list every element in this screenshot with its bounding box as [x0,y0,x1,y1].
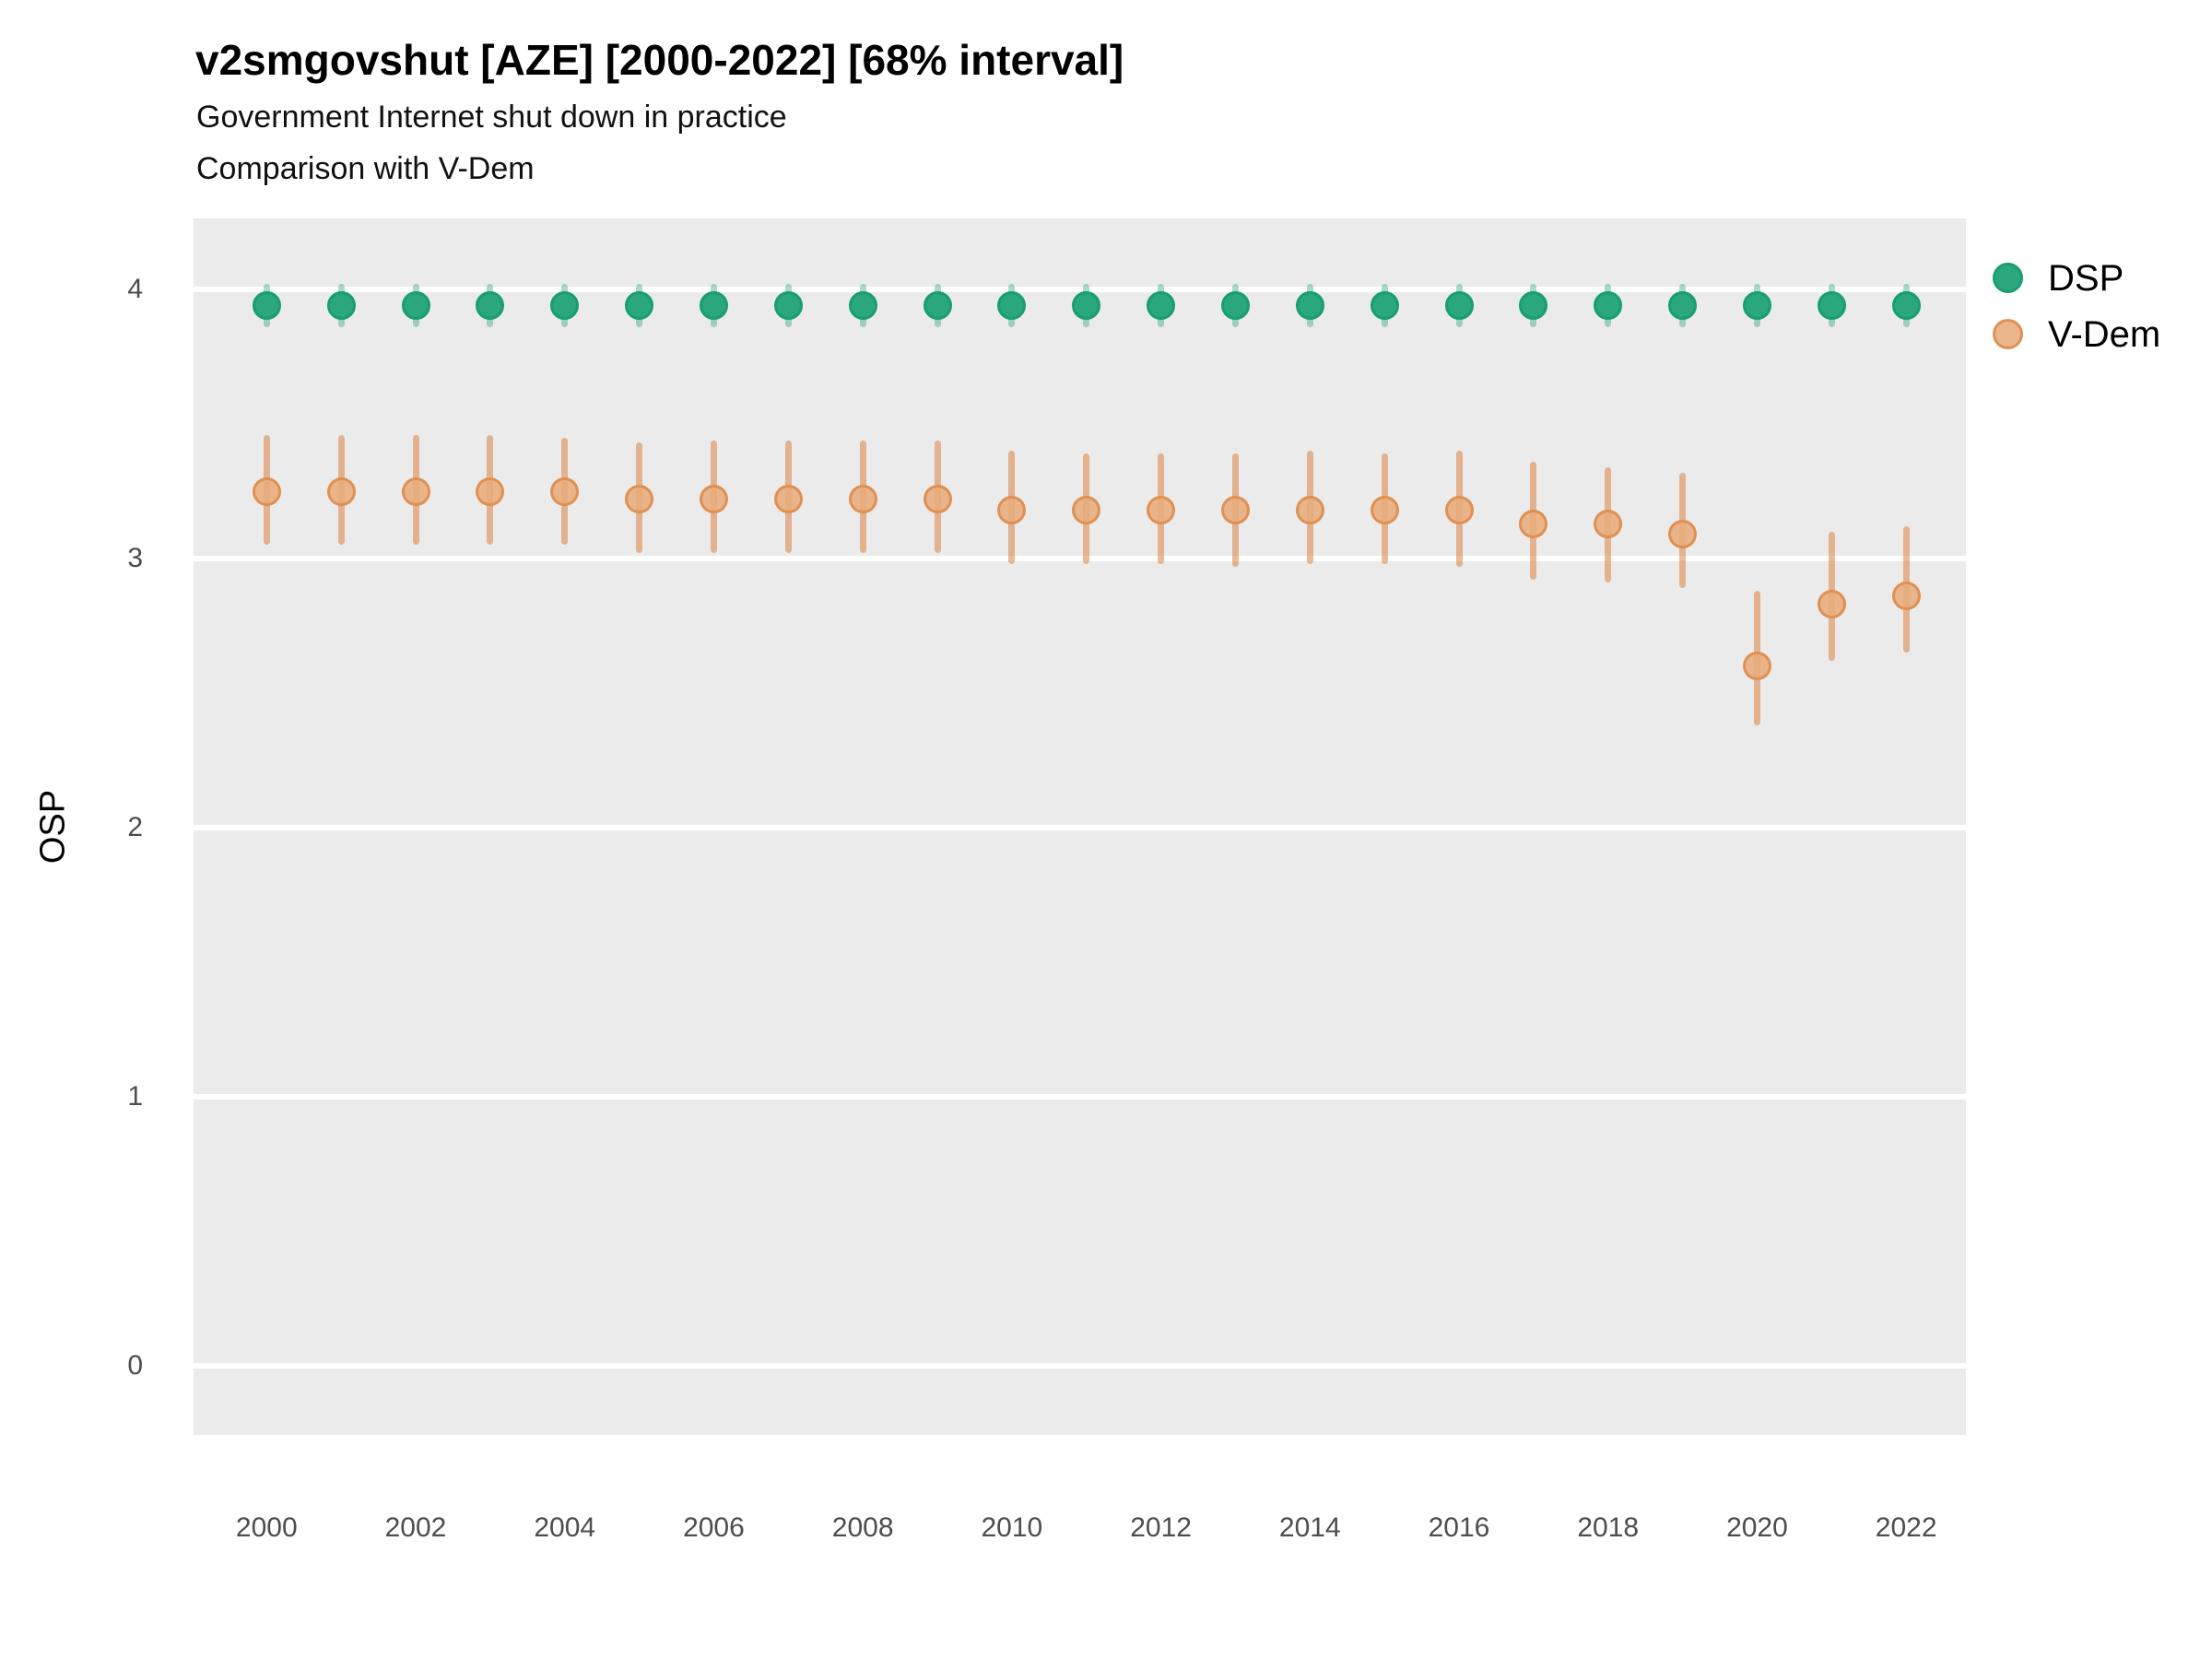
data-point-dsp [1220,291,1250,321]
legend-swatch-vdem-icon [1993,319,2023,349]
data-point-v-dem [476,477,505,506]
legend-entry-vdem: V-Dem [1982,307,2212,362]
data-point-dsp [923,291,952,321]
legend-label-dsp: DSP [2048,258,2124,299]
data-point-dsp [476,291,505,321]
y-tick-label: 2 [127,812,143,842]
y-tick-label: 1 [127,1081,143,1112]
x-tick-label: 2014 [1278,1512,1341,1543]
data-point-dsp [252,291,281,321]
x-tick-label: 2012 [1130,1512,1192,1543]
data-point-v-dem [1370,495,1399,524]
data-point-v-dem [401,477,430,506]
data-point-v-dem [625,485,654,514]
x-tick-label: 2022 [1875,1512,1937,1543]
x-tick-label: 2020 [1726,1512,1788,1543]
data-point-dsp [1594,291,1623,321]
x-tick-label: 2004 [534,1512,596,1543]
y-tick-label: 4 [127,274,143,304]
data-point-dsp [550,291,580,321]
data-point-v-dem [1295,495,1324,524]
legend-entry-dsp: DSP [1982,251,2212,306]
legend-swatch-dsp-icon [1993,263,2023,293]
x-tick-label: 2018 [1577,1512,1640,1543]
data-point-v-dem [1891,582,1921,611]
data-point-dsp [848,291,877,321]
legend-label-vdem: V-Dem [2048,314,2161,355]
data-point-v-dem [1594,509,1623,538]
y-gridline [194,1363,1966,1369]
data-point-v-dem [1817,590,1846,619]
y-tick-label: 3 [127,543,143,573]
data-point-v-dem [773,485,803,514]
chart-subtitle-line2: Comparison with V-Dem [196,151,535,186]
data-point-dsp [1891,291,1921,321]
y-tick-label: 0 [127,1350,143,1381]
chart-subtitle-line1: Government Internet shut down in practic… [196,100,787,135]
x-tick-label: 2002 [384,1512,447,1543]
data-point-dsp [625,291,654,321]
data-point-dsp [1147,291,1176,321]
data-point-dsp [997,291,1027,321]
data-point-v-dem [997,495,1027,524]
data-point-dsp [1817,291,1846,321]
y-gridline [194,825,1966,830]
data-point-v-dem [252,477,281,506]
data-point-dsp [773,291,803,321]
data-point-dsp [1295,291,1324,321]
data-point-v-dem [550,477,580,506]
data-point-v-dem [699,485,728,514]
data-point-v-dem [923,485,952,514]
data-point-dsp [1668,291,1698,321]
chart-title: v2smgovshut [AZE] [2000-2022] [68% inter… [195,36,1124,84]
data-point-v-dem [1519,509,1548,538]
x-tick-label: 2016 [1428,1512,1490,1543]
data-point-dsp [1444,291,1474,321]
data-point-v-dem [848,485,877,514]
data-point-dsp [1370,291,1399,321]
x-tick-label: 2000 [235,1512,298,1543]
data-point-dsp [1742,291,1771,321]
data-point-v-dem [1147,495,1176,524]
data-point-dsp [326,291,356,321]
y-gridline [194,1094,1966,1100]
data-point-v-dem [1072,495,1101,524]
data-point-dsp [401,291,430,321]
data-point-v-dem [1668,520,1698,549]
data-point-dsp [1072,291,1101,321]
x-tick-label: 2010 [981,1512,1043,1543]
y-gridline [194,287,1966,292]
data-point-dsp [699,291,728,321]
x-tick-label: 2008 [831,1512,894,1543]
data-point-v-dem [326,477,356,506]
data-point-v-dem [1444,495,1474,524]
data-point-v-dem [1220,495,1250,524]
data-point-v-dem [1742,652,1771,681]
y-gridline [194,556,1966,561]
x-tick-label: 2006 [683,1512,745,1543]
data-point-dsp [1519,291,1548,321]
